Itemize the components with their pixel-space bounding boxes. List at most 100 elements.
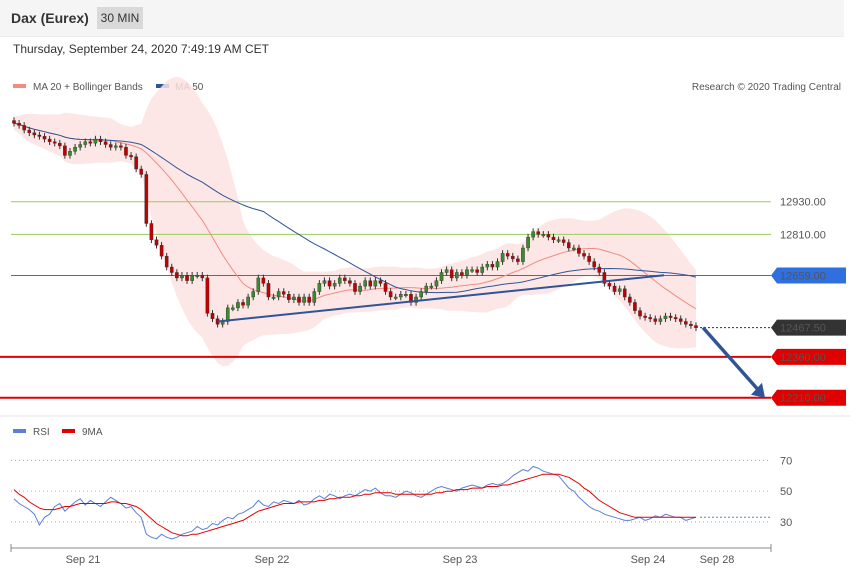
candle <box>551 236 556 241</box>
rsi-legend-swatch <box>13 429 26 433</box>
candle <box>343 277 347 281</box>
price-legend: MA 20 + Bollinger Bands MA 50 Research ©… <box>13 82 841 93</box>
candle <box>292 296 296 300</box>
candle <box>63 145 67 156</box>
candle <box>587 255 591 262</box>
candle <box>27 129 32 133</box>
candle <box>322 280 327 284</box>
candle <box>673 317 678 320</box>
candle <box>566 242 571 249</box>
candle <box>353 283 357 292</box>
support-trendline <box>217 274 665 323</box>
candle <box>368 280 373 287</box>
rsi-legend: RSI 9MA <box>13 427 103 438</box>
candle <box>495 261 500 268</box>
candle <box>388 291 393 298</box>
level-tag-support: 12210.00 <box>771 389 846 406</box>
candles <box>12 117 698 332</box>
candle <box>597 266 602 273</box>
candle <box>12 120 16 124</box>
candle <box>358 285 362 292</box>
candle <box>536 231 541 235</box>
candle <box>373 280 378 287</box>
candle <box>500 253 505 262</box>
candle <box>363 280 367 287</box>
ma50-line <box>13 122 697 294</box>
candle <box>103 141 108 145</box>
candle <box>546 234 551 238</box>
candle <box>480 266 485 273</box>
candle <box>159 245 164 257</box>
candle <box>169 266 174 273</box>
candle <box>164 255 169 268</box>
candle <box>42 136 47 140</box>
candle <box>225 307 230 322</box>
candle <box>521 247 525 262</box>
level-label-support: 12210.00 <box>780 393 826 405</box>
candle <box>113 145 118 148</box>
candle <box>577 247 581 254</box>
candle <box>78 144 82 148</box>
candle <box>236 302 240 309</box>
candle <box>449 269 454 279</box>
candle <box>510 255 515 260</box>
candle <box>628 296 632 303</box>
x-tick-label: Sep 24 <box>631 554 666 566</box>
candle <box>241 302 245 306</box>
candle <box>297 296 301 303</box>
candle <box>185 275 189 281</box>
candle <box>200 275 205 279</box>
level-label-support: 12360.00 <box>780 352 826 364</box>
rsi-ma-legend-swatch <box>62 429 75 433</box>
candle <box>98 138 103 142</box>
candle <box>52 141 57 144</box>
candle <box>653 318 658 322</box>
candle <box>312 291 317 303</box>
candle <box>149 223 154 241</box>
candle <box>429 285 434 288</box>
candle <box>88 141 93 144</box>
candle <box>643 315 647 318</box>
bollinger-band <box>14 76 696 367</box>
candle <box>276 291 281 298</box>
candle <box>607 283 612 287</box>
candle <box>190 275 194 281</box>
rsi-series-rsi <box>13 465 697 540</box>
rsi-series-9ma <box>13 473 696 537</box>
candle <box>108 144 113 148</box>
candle <box>37 134 42 137</box>
candle <box>485 264 490 268</box>
candle <box>694 325 698 328</box>
candle <box>17 123 21 126</box>
candle <box>205 277 210 314</box>
candle <box>68 151 72 156</box>
candle <box>404 294 408 296</box>
candle <box>32 132 37 136</box>
rsi-tick-label: 30 <box>780 517 792 529</box>
candle <box>332 283 337 287</box>
candle <box>602 272 607 284</box>
candle <box>287 294 291 300</box>
level-label-resistance: 12930.00 <box>780 197 826 209</box>
candle <box>556 239 561 242</box>
candle <box>434 280 439 287</box>
level-label-last-price: 12467.50 <box>780 323 826 335</box>
level-label-resistance: 12810.00 <box>780 229 826 241</box>
chart-header: Dax (Eurex) 30 MIN <box>0 0 844 37</box>
forecast-arrow <box>701 326 761 392</box>
candle <box>572 247 576 250</box>
rsi-tick-label: 70 <box>780 455 792 467</box>
candle <box>689 324 693 326</box>
rsi-legend-label: RSI <box>33 427 50 438</box>
candle <box>663 315 668 319</box>
candle <box>129 155 133 158</box>
candle <box>383 283 388 292</box>
candle <box>93 138 98 144</box>
candle <box>612 285 617 292</box>
timeframe-button[interactable]: 30 MIN <box>97 7 143 29</box>
candle <box>490 264 495 268</box>
candle <box>139 168 144 175</box>
candle <box>58 142 62 147</box>
candle <box>505 253 510 257</box>
candle <box>444 269 449 273</box>
